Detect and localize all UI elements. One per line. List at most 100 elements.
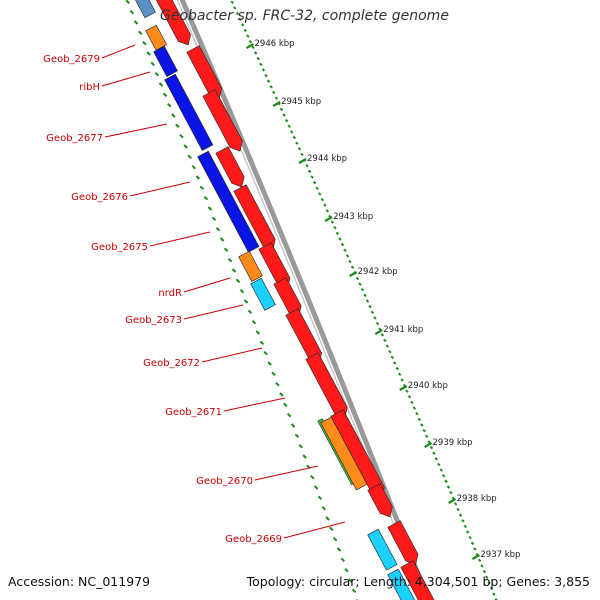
scale-tick: [448, 498, 457, 504]
scale-track-dot: [348, 259, 352, 264]
strand-gene: [145, 24, 168, 51]
gc-track-dot: [329, 526, 334, 532]
gene-leader-line: [283, 521, 346, 539]
strand-gene: [153, 45, 178, 77]
scale-track-dot: [420, 423, 424, 427]
gc-track-dot: [336, 547, 342, 552]
gc-track-dot: [207, 206, 213, 211]
scale-track-dot: [307, 169, 312, 174]
scale-track-dot: [251, 45, 255, 50]
gene-leader-line: [129, 181, 191, 197]
scale-tick-label: 2939 kbp: [433, 438, 473, 448]
scale-track-dot: [446, 485, 451, 489]
scale-track-dot: [383, 338, 387, 343]
gc-track-dot: [286, 412, 292, 418]
scale-track-dot: [417, 417, 422, 422]
gc-track-dot: [215, 226, 221, 232]
scale-tick-label: 2941 kbp: [383, 325, 423, 335]
scale-track-dot: [370, 310, 375, 314]
scale-track-dot: [240, 23, 245, 27]
scale-tick: [298, 158, 307, 164]
scale-track-dot: [338, 237, 342, 241]
gc-track-dot: [133, 20, 139, 25]
gene-leader-line: [101, 44, 136, 59]
gc-track-dot: [332, 536, 338, 542]
scale-track-dot: [456, 507, 460, 512]
gc-track-dot: [150, 61, 155, 67]
accession-text: Accession: NC_011979: [8, 574, 151, 589]
scale-track-dot: [355, 276, 360, 281]
scale-tick-label: 2937 kbp: [480, 550, 520, 560]
scale-track-dot: [492, 592, 496, 596]
scale-track-dot: [375, 321, 380, 326]
scale-track-dot: [405, 389, 409, 393]
scale-track-dot: [400, 378, 404, 382]
cds-red-gene: [215, 146, 245, 188]
scale-track-dot: [458, 513, 463, 517]
scale-track-dot: [468, 536, 472, 540]
scale-track-dot: [253, 51, 258, 55]
strand-gene: [250, 277, 276, 311]
scale-track-dot: [487, 581, 491, 585]
gc-track-dot: [187, 154, 192, 160]
scale-track-dot: [449, 490, 453, 495]
genome-title: Geobacter sp. FRC-32, complete genome: [160, 8, 449, 24]
gc-track-dot: [259, 340, 265, 346]
scale-track-dot: [264, 73, 268, 78]
scale-track-dot: [437, 462, 441, 467]
scale-track-dot: [424, 434, 429, 438]
gc-track-dot: [171, 113, 176, 118]
gene-leader-line: [183, 277, 231, 293]
scale-track-dot: [385, 344, 390, 348]
scale-track-dot: [465, 530, 470, 534]
scale-tick-label: 2943 kbp: [333, 212, 373, 222]
scale-track-dot: [360, 288, 365, 292]
gc-track-dot: [271, 371, 276, 377]
scale-track-dot: [368, 304, 372, 309]
scale-track-dot: [300, 152, 304, 157]
gc-track-dot: [211, 216, 217, 222]
gc-track-dot: [203, 195, 209, 201]
scale-tick: [423, 442, 433, 448]
scale-tick-label: 2940 kbp: [408, 381, 448, 391]
gene-leader-line: [183, 304, 244, 320]
scale-track-dot: [412, 406, 417, 410]
scale-tick-label: 2946 kbp: [255, 39, 295, 49]
scale-track-dot: [480, 564, 484, 568]
scale-tick: [349, 271, 358, 277]
scale-track-dot: [284, 118, 289, 123]
scale-track-dot: [427, 440, 431, 444]
scale-track-dot: [246, 34, 250, 38]
scale-track-dot: [330, 220, 335, 224]
gene-label: Geob_2676: [71, 192, 128, 203]
scale-track-dot: [388, 350, 392, 354]
gc-track-dot: [162, 92, 168, 98]
scale-track-dot: [230, 0, 234, 4]
cds-red-gene: [305, 352, 348, 419]
scale-track-dot: [393, 361, 397, 365]
scale-track-dot: [390, 355, 395, 360]
scale-track-dot: [358, 282, 362, 286]
scale-track-dot: [333, 226, 337, 230]
gc-track-dot: [146, 51, 151, 56]
gc-track-dot: [199, 185, 205, 191]
scale-track-dot: [261, 68, 266, 72]
scale-track-dot: [238, 17, 242, 21]
strand-gene: [135, 0, 156, 19]
scale-track-dot: [439, 468, 443, 472]
scale-tick: [245, 43, 255, 49]
gc-track-dot: [298, 443, 303, 449]
scale-track-dot: [482, 569, 487, 574]
strand-gene: [238, 250, 263, 282]
gene-leader-line: [223, 397, 286, 412]
scale-track-dot: [365, 299, 370, 303]
gc-track-dot: [313, 485, 319, 490]
cds-red-gene: [273, 277, 302, 317]
gene-label: nrdR: [158, 288, 182, 299]
gc-track-dot: [138, 30, 143, 36]
gc-track-dot: [235, 278, 241, 284]
gc-track-dot: [191, 164, 196, 170]
scale-track-dot: [422, 428, 426, 433]
scale-tick: [272, 101, 281, 107]
